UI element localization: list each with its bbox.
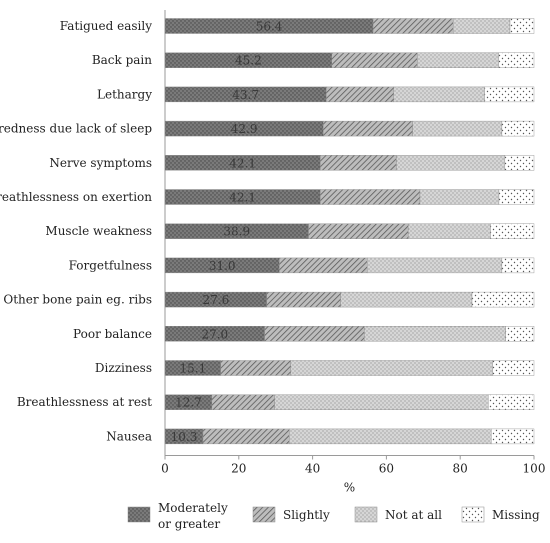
category-label: Poor balance [73,327,152,341]
legend-swatch [461,506,485,523]
legend-label: Moderately [158,501,228,515]
bar-segment-2 [308,223,409,239]
bar-segment-3 [452,18,511,34]
data-label: 45.2 [235,54,262,68]
bar-segment-3 [290,360,493,376]
data-label: 56.4 [256,20,283,34]
data-labels: 56.4 45.2 43.7 42.9 42.1 42.1 38.9 31.0 27.6 27.0… [171,20,283,444]
bar-segment-4 [498,189,535,205]
legend-label: Missing [492,508,540,522]
bar-segment-3 [367,257,503,274]
bar-segment-3 [364,326,506,342]
bar-segment-3 [393,86,485,103]
bar-segment-2 [202,428,290,445]
bar-segment-3 [396,155,506,171]
bar-segment-4 [490,223,535,239]
category-label: Fatigued easily [60,19,152,33]
data-label: 27.0 [201,327,228,341]
category-label: Dizziness [95,361,152,375]
bar-segment-4 [498,52,535,68]
bar-segment-4 [491,428,535,445]
bar-segment-4 [501,257,535,274]
bar-segment-2 [266,291,341,308]
bar-segment-2 [264,326,365,342]
category-label: Lethargy [97,87,152,101]
category-label: Breathlessness at rest [17,395,152,409]
category-labels: Fatigued easily Back pain Lethargy Tirednes… [0,19,152,443]
legend-label: Slightly [283,508,330,522]
legend-swatch [252,506,276,523]
bar-segment-2 [320,155,397,171]
legend-swatch [354,506,378,523]
legend-label: or greater [158,517,220,531]
bar-segment-3 [340,291,473,308]
legend-label: Not at all [385,508,442,522]
bar-segment-4 [488,394,535,410]
bar-segment-4 [484,86,535,103]
bar-segment-4 [505,326,535,342]
category-label: Other bone pain eg. ribs [3,293,152,307]
bar-segment-4 [504,155,535,171]
x-tick-label: 60 [379,462,394,476]
x-tick-label: 0 [161,462,169,476]
x-axis-label: % [344,481,355,495]
x-ticks: 0 20 40 60 80 100 [161,455,546,476]
x-tick-label: 20 [231,462,246,476]
category-label: Muscle weakness [45,224,152,238]
legend: Moderately or greater Slightly Not at all Mi… [127,501,540,531]
bar-segment-2 [320,189,421,205]
legend-swatch [127,506,151,523]
bar-segment-2 [279,257,368,274]
data-label: 27.6 [203,293,230,307]
data-label: 15.1 [180,362,207,376]
bars [164,18,535,445]
category-label: Tiredness due lack of sleep [0,122,152,136]
data-label: 42.9 [231,122,258,136]
x-tick-label: 80 [453,462,468,476]
category-label: Nerve symptoms [49,156,152,170]
data-label: 38.9 [223,225,250,239]
bar-segment-2 [211,394,275,410]
bar-segment-4 [492,360,535,376]
x-tick-label: 100 [523,462,546,476]
bar-segment-4 [501,120,535,137]
x-tick-label: 40 [305,462,320,476]
data-label: 43.7 [232,88,259,102]
category-label: Back pain [92,53,152,67]
category-label: Nausea [106,429,152,443]
bar-segment-2 [220,360,292,376]
bar-segment-3 [274,394,489,410]
bar-segment-2 [323,120,413,137]
category-label: Forgetfulness [69,258,152,272]
bar-segment-3 [412,120,503,137]
bar-segment-3 [407,223,491,239]
bar-segment-2 [331,52,418,68]
bar-segment-2 [326,86,394,103]
bar-segment-4 [509,18,535,34]
bar-segment-3 [289,428,492,445]
data-label: 31.0 [209,259,236,273]
data-label: 12.7 [175,396,202,410]
bar-segment-3 [419,189,500,205]
bar-segment-4 [471,291,535,308]
category-label: Breathlessness on exertion [0,190,152,204]
data-label: 42.1 [229,191,256,205]
data-label: 10.3 [171,430,198,444]
data-label: 42.1 [229,156,256,170]
bar-segment-2 [372,18,454,34]
bar-segment-3 [417,52,499,68]
